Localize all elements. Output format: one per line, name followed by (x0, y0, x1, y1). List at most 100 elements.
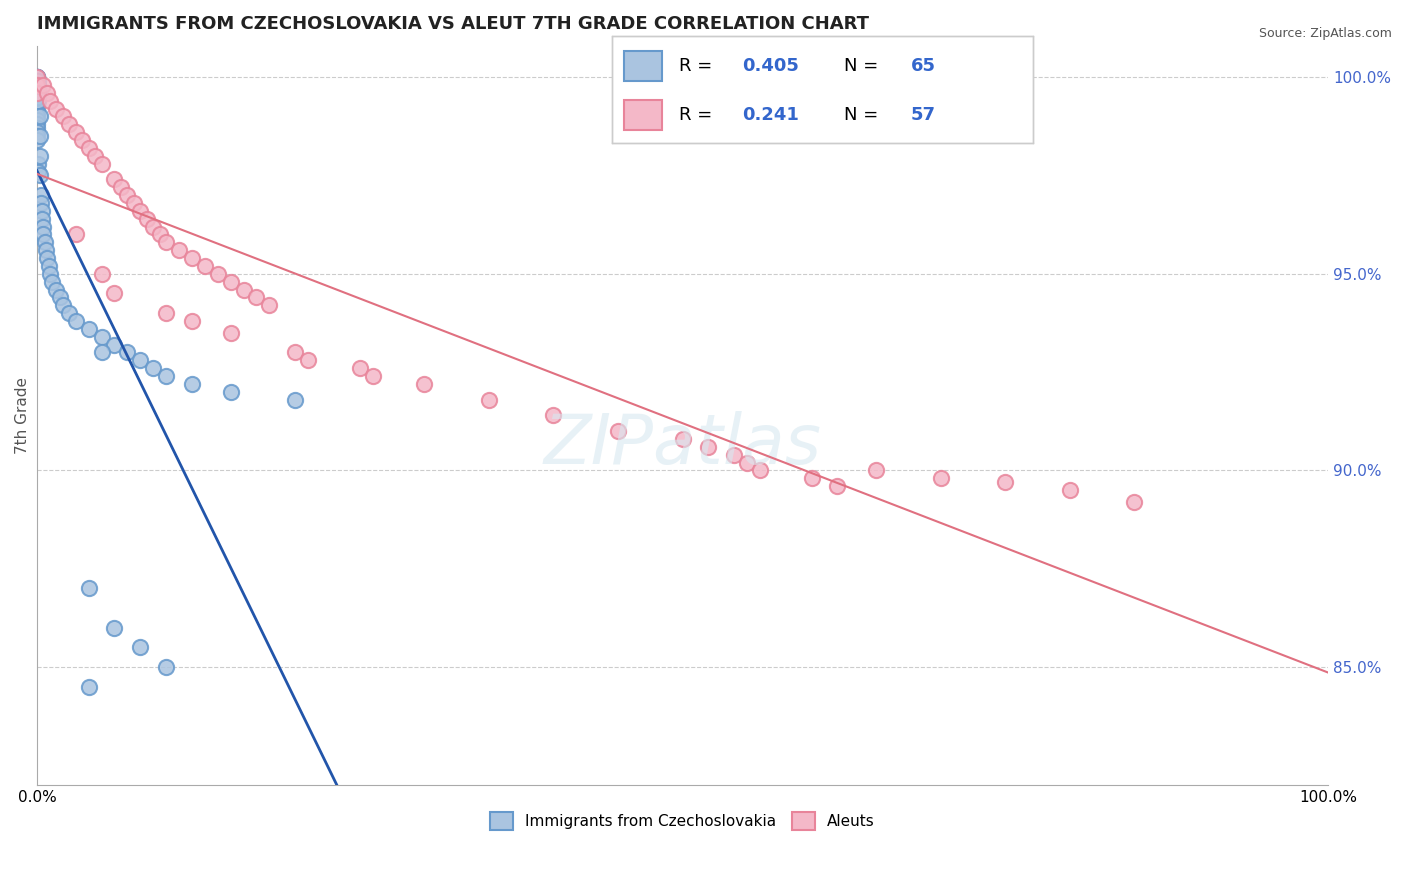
Point (129, 353, 152, 368)
Point (77, 680, 100, 694)
Point (25, 113, 48, 128)
Point (52, 298, 75, 312)
Point (25, 133, 48, 147)
Point (38, 259, 60, 273)
Point (800, 471, 823, 485)
Point (219, 275, 242, 289)
Point (45, 102, 67, 116)
Point (284, 345, 307, 359)
Point (58, 306, 80, 320)
Point (25, 105, 48, 120)
Point (607, 424, 630, 438)
Point (25, 94, 48, 108)
Point (155, 306, 177, 320)
Point (25, 70, 48, 84)
Point (361, 369, 384, 384)
Point (27, 156, 49, 170)
Point (1059, 483, 1081, 497)
Point (25, 78, 48, 92)
Point (25, 70, 48, 84)
Y-axis label: 7th Grade: 7th Grade (15, 377, 30, 454)
Point (31, 211, 53, 226)
Point (38, 94, 60, 108)
Point (28, 149, 51, 163)
Point (25, 90, 48, 104)
Point (25, 70, 48, 84)
Point (77, 582, 100, 596)
Text: IMMIGRANTS FROM CZECHOSLOVAKIA VS ALEUT 7TH GRADE CORRELATION CHART: IMMIGRANTS FROM CZECHOSLOVAKIA VS ALEUT … (37, 15, 869, 33)
Point (84, 149, 107, 163)
Point (413, 376, 436, 391)
Point (38, 267, 60, 281)
Point (749, 463, 772, 477)
Point (25, 78, 48, 92)
Point (25, 121, 48, 136)
Point (929, 471, 952, 485)
Text: 65: 65 (911, 57, 936, 75)
Point (70, 133, 93, 147)
Point (25, 82, 48, 96)
Point (27, 94, 49, 108)
Text: 0.405: 0.405 (742, 57, 799, 75)
Point (35, 243, 58, 257)
Point (25, 97, 48, 112)
Point (129, 203, 152, 218)
Text: 0.241: 0.241 (742, 106, 799, 124)
Point (25, 129, 48, 144)
Text: Source: ZipAtlas.com: Source: ZipAtlas.com (1258, 27, 1392, 40)
FancyBboxPatch shape (624, 51, 662, 80)
Point (129, 640, 152, 655)
Point (478, 392, 501, 407)
Point (25, 110, 48, 124)
Point (25, 125, 48, 139)
Point (167, 243, 190, 257)
Point (723, 448, 745, 462)
Point (25, 70, 48, 84)
Text: 57: 57 (911, 106, 936, 124)
Point (25, 86, 48, 100)
Point (28, 110, 51, 124)
Point (1123, 495, 1146, 509)
Point (25, 86, 48, 100)
Point (27, 90, 49, 104)
Point (65, 227, 87, 242)
Point (117, 345, 139, 359)
Point (65, 125, 87, 139)
Point (27, 78, 49, 92)
Text: R =: R = (679, 106, 718, 124)
Point (180, 314, 202, 328)
Point (27, 86, 49, 100)
Point (25, 117, 48, 131)
Point (180, 376, 202, 391)
Point (135, 211, 157, 226)
Legend: Immigrants from Czechoslovakia, Aleuts: Immigrants from Czechoslovakia, Aleuts (484, 805, 882, 837)
Point (25, 74, 48, 88)
Point (117, 188, 139, 202)
Point (45, 283, 67, 297)
Point (30, 196, 52, 211)
Point (735, 456, 758, 470)
Point (194, 259, 217, 273)
Point (297, 353, 319, 368)
Point (103, 172, 125, 186)
Point (25, 102, 48, 116)
Point (58, 117, 80, 131)
Point (180, 251, 202, 265)
Point (41, 275, 63, 289)
Point (30, 188, 52, 202)
Point (865, 463, 887, 477)
Point (155, 369, 177, 384)
Point (142, 219, 165, 234)
Point (232, 283, 254, 297)
Point (52, 110, 75, 124)
Point (32, 78, 55, 92)
Text: ZIPatlas: ZIPatlas (544, 411, 821, 478)
Point (155, 660, 177, 674)
Point (671, 432, 693, 446)
Point (37, 86, 59, 100)
Point (32, 219, 55, 234)
Point (90, 329, 112, 343)
Point (245, 290, 267, 304)
Point (219, 326, 242, 340)
Point (122, 196, 145, 211)
